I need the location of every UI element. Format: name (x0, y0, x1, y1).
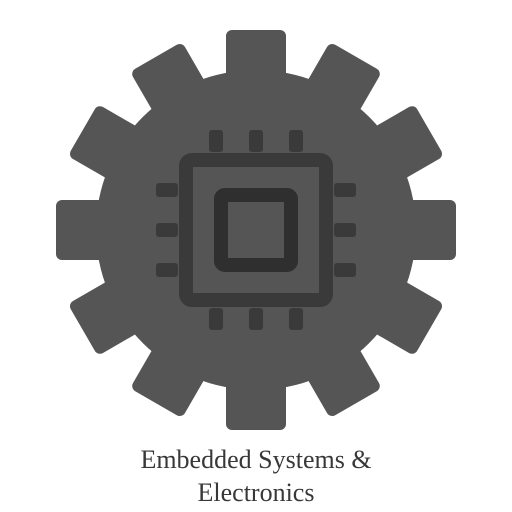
gear-cpu-icon (46, 20, 466, 440)
infographic-tile: Embedded Systems & Electronics (0, 0, 512, 512)
caption-line-2: Electronics (198, 478, 315, 507)
gear-cpu-svg (46, 20, 466, 440)
caption-line-1: Embedded Systems & (140, 445, 371, 474)
caption: Embedded Systems & Electronics (0, 444, 512, 509)
